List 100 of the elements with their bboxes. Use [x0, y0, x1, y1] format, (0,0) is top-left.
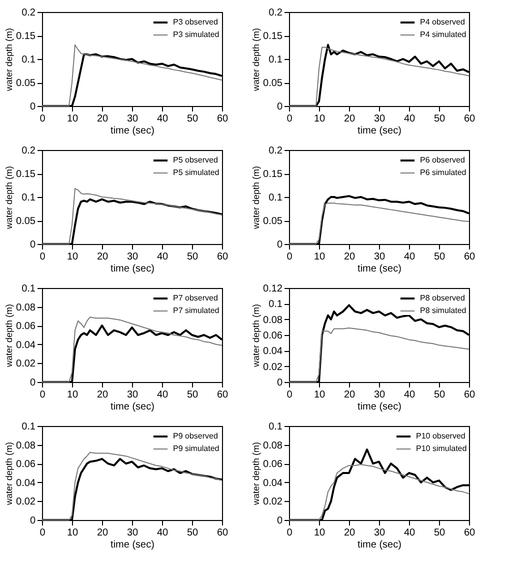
y-tick-label: 0	[30, 240, 36, 250]
x-tick-label: 0	[286, 528, 293, 538]
y-tick-label: 0.06	[263, 459, 283, 470]
x-tick-label: 0	[40, 252, 46, 262]
y-axis-title: water depth (m)	[251, 304, 262, 368]
y-tick-label: 0.2	[22, 8, 36, 18]
y-tick-label: 0.05	[263, 216, 283, 227]
x-tick-label: 40	[156, 528, 168, 538]
y-tick-label: 0.1	[268, 299, 283, 310]
y-tick-label: 0.08	[16, 440, 36, 452]
y-tick-label: 0	[276, 378, 283, 388]
legend-label: P8 simulated	[420, 306, 466, 315]
x-tick-label: 50	[186, 390, 198, 400]
x-tick-label: 30	[374, 114, 386, 124]
y-tick-label: 0.02	[16, 496, 36, 508]
legend-label: P10 simulated	[416, 444, 467, 453]
y-tick-label: 0	[276, 240, 283, 250]
y-tick-label: 0.04	[263, 346, 283, 358]
y-axis-title: water depth (m)	[251, 166, 262, 230]
x-tick-label: 50	[434, 528, 446, 538]
legend-label: P5 simulated	[173, 168, 220, 177]
x-axis-title: time (sec)	[358, 264, 402, 274]
y-tick-label: 0.15	[263, 169, 283, 180]
x-tick-label: 30	[374, 390, 386, 400]
x-axis-title: time (sec)	[110, 264, 154, 274]
x-tick-label: 10	[314, 390, 326, 400]
x-tick-label: 60	[464, 252, 476, 262]
legend-label: P4 observed	[420, 18, 465, 26]
x-tick-label: 50	[434, 390, 446, 400]
y-tick-label: 0.1	[268, 192, 283, 204]
x-tick-label: 30	[126, 252, 138, 262]
y-axis-title: water depth (m)	[4, 442, 14, 506]
x-tick-label: 30	[126, 114, 138, 124]
legend-label: P4 simulated	[420, 30, 466, 39]
y-tick-label: 0.06	[263, 330, 283, 342]
y-tick-label: 0.1	[268, 54, 283, 66]
y-tick-label: 0.12	[263, 284, 283, 294]
x-tick-label: 10	[66, 114, 78, 124]
y-tick-label: 0.2	[268, 146, 283, 156]
x-tick-label: 0	[286, 390, 293, 400]
y-tick-label: 0	[30, 378, 36, 388]
legend-label: P7 simulated	[173, 306, 220, 315]
line-series	[288, 202, 470, 244]
x-tick-label: 20	[96, 390, 108, 400]
x-tick-label: 60	[464, 390, 476, 400]
y-tick-label: 0.06	[16, 459, 36, 470]
y-tick-label: 0.15	[16, 169, 36, 180]
x-tick-label: 10	[314, 528, 326, 538]
x-tick-label: 30	[126, 390, 138, 400]
y-axis-title: water depth (m)	[4, 28, 14, 92]
y-tick-label: 0.05	[16, 78, 36, 89]
x-tick-label: 50	[186, 528, 198, 538]
x-tick-label: 20	[344, 390, 356, 400]
x-tick-label: 40	[404, 114, 416, 124]
y-tick-label: 0.02	[263, 496, 283, 508]
x-tick-label: 0	[286, 252, 293, 262]
x-tick-label: 10	[66, 390, 78, 400]
y-axis-title: water depth (m)	[4, 304, 14, 368]
x-tick-label: 40	[404, 390, 416, 400]
y-tick-label: 0.15	[263, 31, 283, 42]
x-tick-label: 20	[96, 528, 108, 538]
x-tick-label: 60	[216, 114, 228, 124]
x-tick-label: 10	[66, 252, 78, 262]
y-tick-label: 0	[276, 516, 283, 526]
legend-label: P5 observed	[173, 156, 218, 164]
x-tick-label: 40	[156, 252, 168, 262]
x-tick-label: 0	[40, 528, 46, 538]
x-tick-label: 40	[404, 252, 416, 262]
y-tick-label: 0.1	[22, 422, 36, 432]
x-tick-label: 50	[434, 252, 446, 262]
x-tick-label: 50	[186, 252, 198, 262]
x-tick-label: 60	[216, 528, 228, 538]
x-axis-title: time (sec)	[110, 126, 154, 136]
x-tick-label: 10	[314, 252, 326, 262]
x-tick-label: 20	[344, 114, 356, 124]
x-tick-label: 20	[344, 252, 356, 262]
y-tick-label: 0	[30, 102, 36, 112]
x-tick-label: 40	[156, 114, 168, 124]
x-tick-label: 0	[40, 114, 46, 124]
y-tick-label: 0.1	[22, 54, 36, 66]
y-tick-label: 0.1	[22, 284, 36, 294]
legend-label: P3 observed	[173, 18, 218, 26]
legend-label: P6 observed	[420, 156, 465, 164]
x-tick-label: 50	[434, 114, 446, 124]
line-series	[288, 327, 470, 382]
x-axis-title: time (sec)	[358, 402, 402, 412]
legend-label: P3 simulated	[173, 30, 220, 39]
x-axis-title: time (sec)	[110, 402, 154, 412]
x-tick-label: 40	[404, 528, 416, 538]
x-tick-label: 20	[344, 528, 356, 538]
y-axis-title: water depth (m)	[251, 442, 262, 506]
y-tick-label: 0.08	[263, 440, 283, 452]
y-tick-label: 0.08	[16, 302, 36, 314]
y-tick-label: 0.05	[16, 216, 36, 227]
x-axis-title: time (sec)	[358, 540, 402, 550]
x-tick-label: 0	[286, 114, 293, 124]
legend-label: P9 observed	[173, 432, 218, 440]
x-tick-label: 30	[374, 252, 386, 262]
y-tick-label: 0.2	[268, 8, 283, 18]
y-tick-label: 0.04	[16, 478, 36, 489]
